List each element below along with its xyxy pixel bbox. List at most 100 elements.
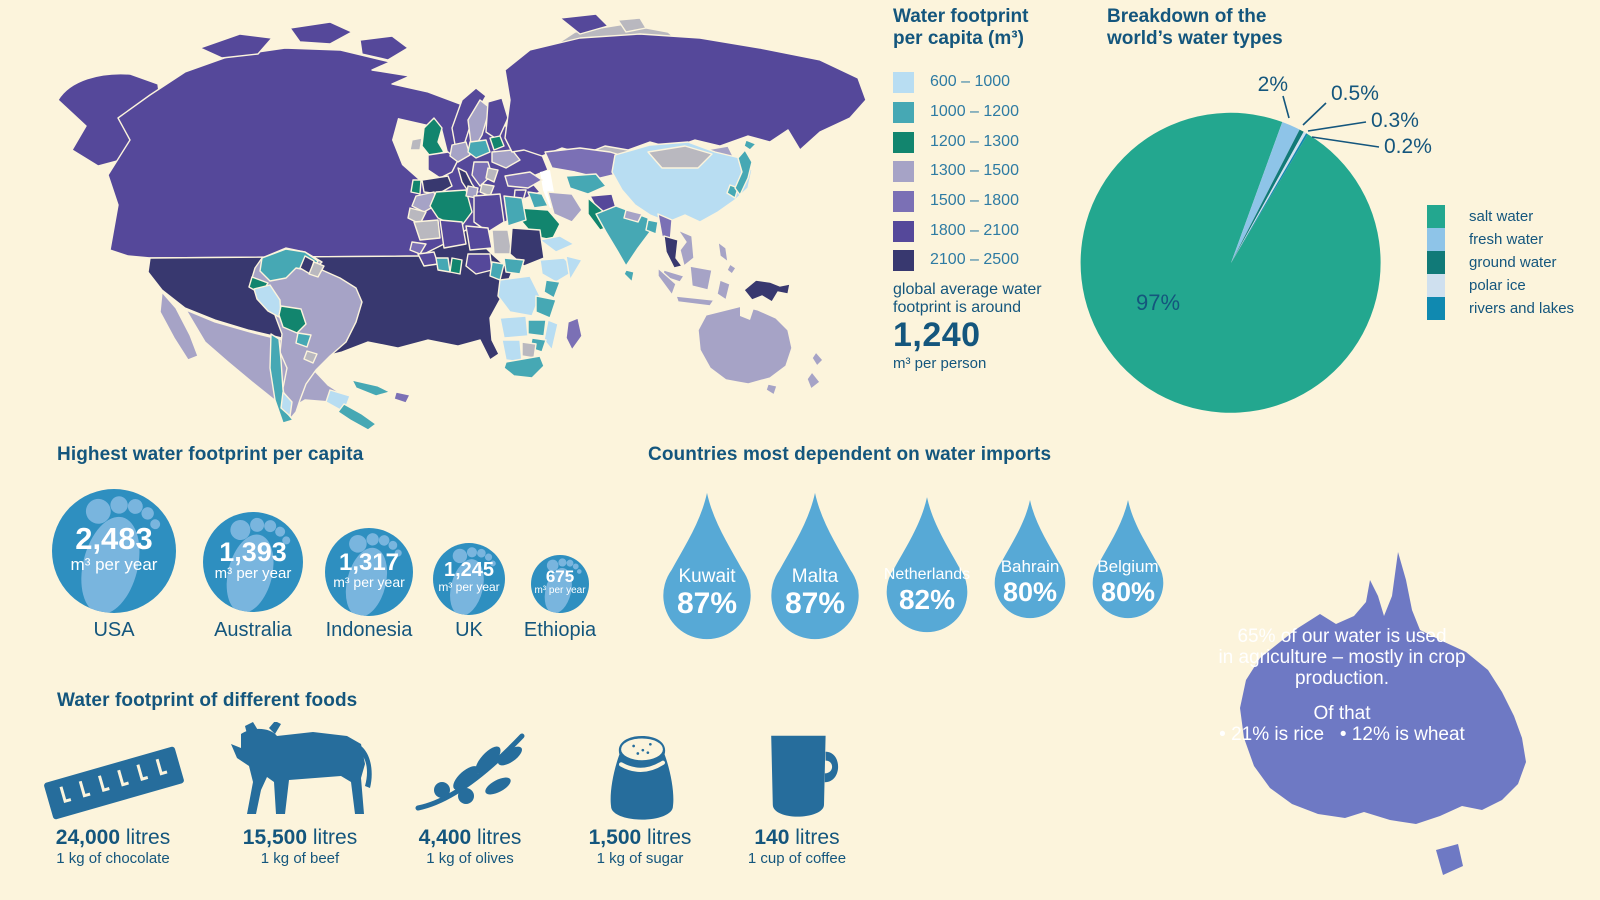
pie-label-rivers: 0.2% [1384, 135, 1432, 158]
food-number: 1,500 [588, 826, 642, 849]
legend-range-1300-1500: 1300 – 1500 [893, 160, 1019, 182]
water-drop-icon [663, 492, 751, 640]
drop-percent: 82% [898, 584, 956, 615]
australia-bullet-rice: • 21% is rice [1219, 724, 1325, 745]
footprint-country-indonesia: Indonesia [325, 619, 413, 641]
country-france [427, 151, 459, 179]
map-middle-east [504, 171, 583, 253]
food-desc-chocolate: 1 kg of chocolate [56, 850, 170, 867]
note-line1: global average water [893, 281, 1042, 298]
pie-legend-swatch [1427, 228, 1445, 251]
food-number: 140 [754, 826, 790, 849]
food-unit: litres [312, 826, 358, 849]
pie-label-polar: 0.3% [1371, 109, 1419, 132]
country-finland [485, 97, 509, 141]
legend-range-label: 2100 – 2500 [930, 251, 1019, 268]
country-madagascar [565, 317, 583, 351]
pie-legend-row-salt: salt water [1427, 205, 1574, 228]
foods-heading: Water footprint of different foods [57, 690, 358, 711]
country-china [611, 141, 753, 223]
country-belarus [489, 135, 505, 151]
country-iran [547, 191, 583, 223]
country-turkey [504, 171, 543, 189]
water-drop-icon [886, 497, 968, 633]
pie-slice-ground-water [1231, 129, 1304, 263]
food-unit: litres [125, 826, 171, 849]
pie-legend: salt water fresh water ground water pola… [1427, 205, 1574, 320]
country-somalia [565, 255, 583, 281]
map-legend-title-line1: Water footprint [893, 6, 1029, 27]
sugar-sack-icon [610, 735, 674, 820]
legend-range-label: 1800 – 2100 [930, 222, 1019, 239]
pie-legend-row-fresh: fresh water [1427, 228, 1574, 251]
footprint-unit: m³ per year [438, 580, 500, 594]
legend-range-label: 1200 – 1300 [930, 133, 1019, 150]
food-number: 24,000 [55, 826, 121, 849]
global-average-unit: m³ per person [893, 355, 987, 372]
legend-range-1200-1300: 1200 – 1300 [893, 131, 1019, 153]
country-japan [734, 149, 753, 196]
country-nigeria [465, 253, 493, 275]
water-drop-icon [1092, 499, 1164, 619]
australia-line2: in agriculture – mostly in crop [1218, 647, 1466, 668]
footprint-icon [81, 496, 161, 613]
country-angola [499, 315, 529, 339]
legend-range-label: 1500 – 1800 [930, 192, 1019, 209]
country-mauritania [413, 219, 441, 241]
pie-leader-lines [1282, 95, 1380, 148]
pie-legend-swatch [1427, 251, 1445, 274]
olive-branch-icon [415, 733, 525, 811]
legend-swatch [893, 131, 914, 153]
global-average-note: global average water footprint is around [893, 281, 1083, 318]
legend-swatch [893, 249, 914, 271]
australia-fact-text: 65% of our water is used in agriculture … [1192, 626, 1492, 745]
footprint-unit: m³ per year [70, 554, 158, 574]
country-spain [421, 175, 453, 195]
legend-range-1000-1200: 1000 – 1200 [893, 101, 1019, 123]
legend-swatch [893, 101, 914, 123]
drop-country: Netherlands [883, 566, 971, 583]
footprint-value: 1,245 [443, 559, 495, 581]
australia-bullets: • 21% is rice • 12% is wheat [1192, 724, 1492, 745]
legend-range-600-1000: 600 – 1000 [893, 71, 1010, 93]
food-desc-olives: 1 kg of olives [426, 850, 514, 867]
food-desc-coffee: 1 cup of coffee [747, 850, 847, 867]
legend-swatch [893, 160, 914, 182]
country-portugal [410, 179, 422, 195]
footprint-value: 675 [545, 567, 575, 586]
region-central-america [337, 403, 377, 430]
footprint-unit: m³ per year [534, 584, 586, 596]
legend-range-1800-2100: 1800 – 2100 [893, 220, 1019, 242]
footprint-circle-australia: 1,393 m³ per year [203, 512, 303, 612]
drop-netherlands: Netherlands 82% [879, 494, 975, 650]
food-value-chocolate: 24,000 litres [33, 826, 193, 850]
food-desc-beef: 1 kg of beef [260, 850, 340, 867]
country-libya [473, 193, 505, 233]
australia-callout: 65% of our water is used in agriculture … [1140, 538, 1540, 893]
country-namibia [501, 339, 523, 363]
legend-swatch [893, 220, 914, 242]
water-drop-icon [994, 499, 1066, 619]
pie-label-salt: 97% [1136, 290, 1180, 315]
drop-percent: 87% [676, 587, 738, 620]
country-ghana [449, 257, 463, 275]
map-europe [409, 13, 647, 197]
water-types-pie-chart: 2% 0.5% 0.3% 0.2% 97% [1080, 73, 1432, 413]
australia-bullet-wheat: • 12% is wheat [1339, 724, 1465, 745]
australia-map-icon [1240, 552, 1526, 875]
country-paraguay [295, 332, 312, 348]
pie-slice-salt-water [1080, 112, 1381, 413]
australia-line1: 65% of our water is used [1237, 626, 1447, 647]
footprint-value: 1,317 [338, 549, 400, 576]
imports-heading: Countries most dependent on water import… [648, 444, 1052, 465]
global-average-value: 1,240 [893, 316, 981, 354]
chocolate-bar-icon [44, 746, 184, 820]
country-new-zealand [811, 351, 824, 367]
food-value-sugar: 1,500 litres [580, 826, 700, 850]
drop-country: Malta [791, 566, 839, 587]
map-russia-central-asia [504, 33, 867, 215]
country-chad [491, 229, 513, 255]
pie-legend-row-rivers: rivers and lakes [1427, 297, 1574, 320]
country-south-africa [503, 355, 545, 379]
pie-title-line1: Breakdown of the [1107, 6, 1267, 27]
